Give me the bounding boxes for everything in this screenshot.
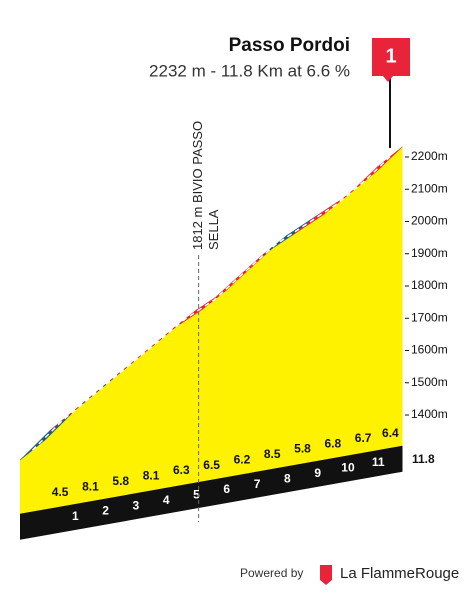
x-tick-label: 3: [133, 498, 140, 512]
y-tick-label: 1600m: [411, 343, 448, 357]
gradient-label: 6.4: [382, 426, 399, 440]
y-tick-label: 1900m: [411, 246, 448, 260]
gradient-label: 6.5: [203, 458, 220, 472]
gradient-label: 8.1: [82, 479, 99, 493]
y-tick-label: 2200m: [411, 149, 448, 163]
y-tick-label: 1800m: [411, 278, 448, 292]
x-tick-label: 5: [193, 488, 200, 502]
x-tick-label: 9: [314, 466, 321, 480]
annotation-label: 1812 m BIVIO PASSO: [190, 121, 205, 250]
brand: La FlammeRouge: [340, 565, 459, 582]
gradient-label: 8.5: [264, 447, 281, 461]
profile-area: [20, 146, 403, 514]
x-end-label: 11.8: [412, 452, 435, 466]
x-tick-label: 6: [223, 482, 230, 496]
flag: [372, 38, 410, 82]
base-band: [20, 445, 403, 540]
gradient-label: 6.8: [324, 436, 341, 450]
y-tick-label: 1500m: [411, 375, 448, 389]
x-tick-label: 11: [372, 455, 385, 469]
plot: 4.5 8.1 5.8 8.1 6.3 6.5 6.2 8.5 5.8 6.8 6.7 6.4 1 2 3 4…: [19, 121, 448, 540]
center-line: [31, 156, 391, 451]
gradient-label: 6.7: [355, 431, 372, 445]
gradient-label: 6.3: [173, 463, 190, 477]
gradient-label: 6.2: [234, 452, 251, 466]
y-tick-label: 1700m: [411, 310, 448, 324]
gradient-label: 5.8: [112, 474, 129, 488]
x-tick-label: 1: [72, 509, 79, 523]
gradient-label: 4.5: [52, 485, 69, 499]
x-tick-label: 4: [163, 493, 170, 507]
chart-title: Passo Pordoi: [229, 35, 350, 56]
x-tick-label: 10: [341, 461, 355, 475]
annotation-label: SELLA: [206, 209, 221, 250]
y-tick-label: 2100m: [411, 181, 448, 195]
x-tick-label: 8: [284, 471, 291, 485]
y-tick-label: 2000m: [411, 214, 448, 228]
brand-logo: [320, 565, 332, 585]
flag-label: 1: [385, 45, 396, 67]
x-tick-label: 2: [102, 504, 109, 518]
y-tick-label: 1400m: [411, 407, 448, 421]
powered-by: Powered by: [240, 566, 303, 580]
x-tick-label: 7: [254, 477, 261, 491]
gradient-label: 8.1: [143, 469, 160, 483]
gradient-label: 5.8: [294, 442, 311, 456]
chart-subtitle: 2232 m - 11.8 Km at 6.6 %: [149, 61, 350, 80]
